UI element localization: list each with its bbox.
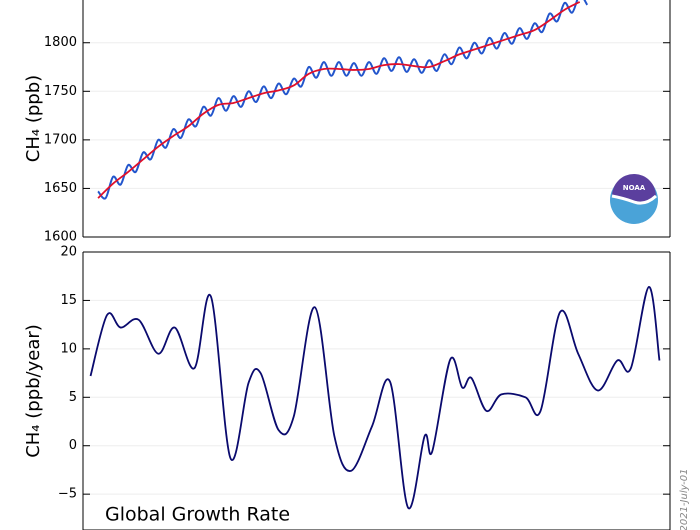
- y-axis-label: CH₄ (ppb): [23, 75, 44, 162]
- y-tick-label: 1700: [44, 132, 77, 147]
- data-line: [97, 1, 581, 199]
- plot-area: [97, 0, 589, 200]
- date-note: 2021-July-01: [679, 468, 690, 530]
- y-tick-label: 10: [60, 341, 77, 356]
- logo-text: NOAA: [623, 184, 646, 192]
- y-tick-label: 20: [60, 245, 77, 260]
- y-tick-label: 1750: [44, 84, 77, 99]
- noaa-logo: NOAA: [610, 174, 658, 224]
- y-tick-label: −5: [58, 487, 77, 502]
- y-tick-label: 0: [69, 438, 77, 453]
- y-tick-label: 15: [60, 293, 77, 308]
- data-line: [89, 285, 661, 510]
- y-tick-label: 1650: [44, 181, 77, 196]
- plot-area: [89, 285, 661, 510]
- y-tick-label: 5: [69, 390, 77, 405]
- y-axis-label: CH₄ (ppb/year): [23, 324, 44, 458]
- annotation: Global Growth Rate: [105, 504, 290, 526]
- y-tick-label: 1800: [44, 35, 77, 50]
- y-tick-label: 1600: [44, 230, 77, 245]
- data-line: [97, 0, 589, 200]
